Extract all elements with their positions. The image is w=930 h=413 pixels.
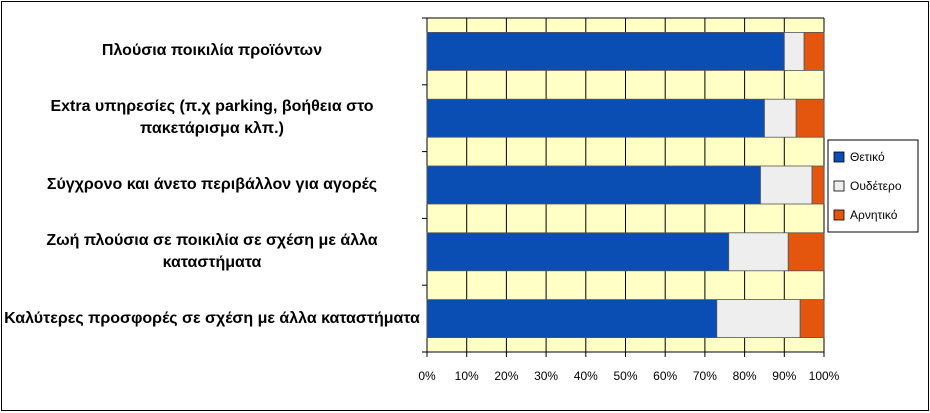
legend-swatch [833, 180, 845, 192]
bar-segment [787, 232, 825, 272]
bar-segment [764, 98, 797, 138]
bar-segment [728, 232, 789, 272]
bar-segment [426, 232, 730, 272]
y-tick-label: Καλύτερες προσφορές σε σχέση με άλλα κατ… [4, 309, 420, 327]
y-tick-label: Πλούσια ποικιλία προϊόντων [101, 42, 323, 60]
bar-segment [783, 32, 805, 71]
legend-label: Θετικό [850, 150, 885, 164]
x-tick-label: 30% [534, 369, 558, 383]
x-tick-label: 20% [494, 369, 518, 383]
bar-segment [426, 32, 785, 71]
legend-label: Αρνητικό [850, 208, 898, 222]
x-tick-label: 100% [809, 369, 840, 383]
bar-segment [803, 32, 825, 71]
bar-segment [426, 165, 761, 205]
bar-segment [760, 165, 813, 205]
bar-segment [799, 299, 825, 339]
bar-segment [811, 165, 825, 205]
y-tick-label: Ζωή πλούσια σε ποικιλία σε σχέση με άλλα… [46, 231, 378, 271]
x-tick-label: 40% [574, 369, 598, 383]
x-tick-label: 0% [418, 369, 436, 383]
legend-swatch [833, 151, 845, 163]
legend-swatch [833, 209, 845, 221]
x-tick-label: 80% [733, 369, 757, 383]
bar-segment [426, 98, 765, 138]
x-tick-label: 10% [455, 369, 479, 383]
x-tick-label: 60% [653, 369, 677, 383]
x-tick-label: 50% [613, 369, 637, 383]
bar-segment [716, 299, 801, 339]
y-tick-label: Extra υπηρεσίες (π.χ parking, βοήθεια στ… [50, 98, 374, 138]
bar-segment [795, 98, 825, 138]
y-tick-label: Σύγχρονο και άνετο περιβάλλον για αγορές [46, 175, 378, 193]
bar-segment [426, 299, 718, 339]
x-tick-label: 90% [772, 369, 796, 383]
x-tick-label: 70% [693, 369, 717, 383]
legend-label: Ουδέτερο [850, 179, 902, 193]
